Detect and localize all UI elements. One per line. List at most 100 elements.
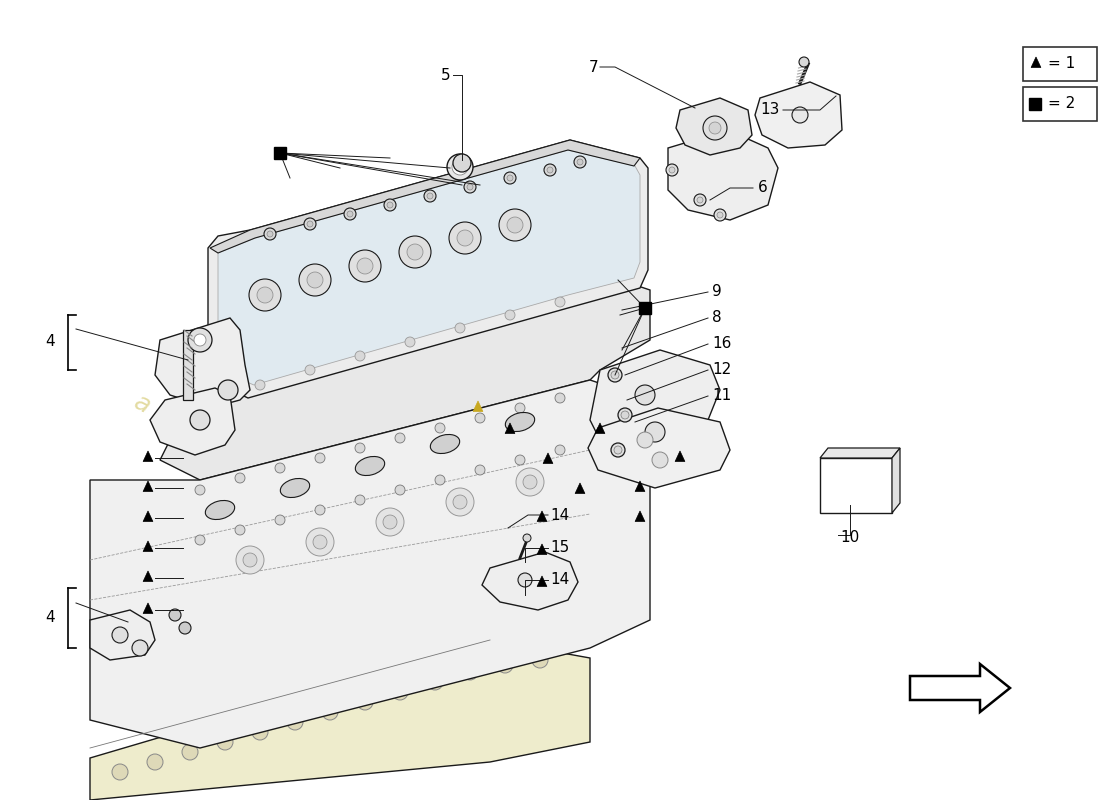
- Polygon shape: [676, 98, 752, 155]
- Text: eurocarparts: eurocarparts: [220, 323, 564, 537]
- Polygon shape: [588, 408, 730, 488]
- Circle shape: [475, 465, 485, 475]
- Circle shape: [652, 452, 668, 468]
- Circle shape: [304, 218, 316, 230]
- Circle shape: [427, 674, 443, 690]
- Circle shape: [275, 515, 285, 525]
- Polygon shape: [143, 603, 153, 614]
- Circle shape: [434, 475, 446, 485]
- Circle shape: [407, 244, 424, 260]
- Circle shape: [792, 107, 808, 123]
- Polygon shape: [210, 140, 640, 253]
- Polygon shape: [537, 576, 547, 586]
- Circle shape: [314, 535, 327, 549]
- Circle shape: [574, 156, 586, 168]
- Polygon shape: [575, 483, 585, 494]
- Circle shape: [507, 217, 522, 233]
- Polygon shape: [155, 318, 250, 408]
- Polygon shape: [595, 423, 605, 434]
- Circle shape: [547, 167, 553, 173]
- Circle shape: [194, 334, 206, 346]
- Circle shape: [610, 443, 625, 457]
- Polygon shape: [143, 571, 153, 582]
- Bar: [274, 147, 286, 159]
- Circle shape: [464, 181, 476, 193]
- Polygon shape: [143, 541, 153, 551]
- Circle shape: [518, 573, 532, 587]
- Circle shape: [112, 764, 128, 780]
- Circle shape: [383, 515, 397, 529]
- Polygon shape: [218, 150, 640, 385]
- Circle shape: [252, 724, 268, 740]
- Polygon shape: [90, 610, 155, 660]
- Ellipse shape: [280, 478, 310, 498]
- Circle shape: [249, 279, 280, 311]
- Circle shape: [714, 209, 726, 221]
- Text: 11: 11: [712, 389, 732, 403]
- Circle shape: [499, 209, 531, 241]
- Circle shape: [515, 403, 525, 413]
- Polygon shape: [143, 451, 153, 462]
- Circle shape: [306, 528, 334, 556]
- Polygon shape: [537, 544, 547, 554]
- Circle shape: [399, 236, 431, 268]
- Polygon shape: [482, 552, 578, 610]
- Polygon shape: [208, 140, 648, 398]
- Circle shape: [427, 193, 433, 199]
- Text: 9: 9: [712, 285, 722, 299]
- Circle shape: [195, 535, 205, 545]
- Text: 5: 5: [440, 67, 450, 82]
- Circle shape: [267, 231, 273, 237]
- Circle shape: [449, 222, 481, 254]
- Polygon shape: [635, 511, 645, 522]
- Circle shape: [614, 446, 622, 454]
- Circle shape: [376, 508, 404, 536]
- Text: 15: 15: [550, 541, 570, 555]
- Circle shape: [307, 272, 323, 288]
- Circle shape: [453, 154, 471, 172]
- Circle shape: [447, 154, 473, 180]
- Polygon shape: [150, 388, 235, 455]
- Circle shape: [666, 164, 678, 176]
- Text: 8: 8: [712, 310, 722, 326]
- Polygon shape: [143, 511, 153, 522]
- Ellipse shape: [206, 501, 234, 519]
- Circle shape: [505, 310, 515, 320]
- Circle shape: [703, 116, 727, 140]
- Circle shape: [287, 714, 303, 730]
- Text: 14: 14: [550, 573, 570, 587]
- FancyBboxPatch shape: [1023, 47, 1097, 81]
- Text: 13: 13: [760, 102, 780, 118]
- Circle shape: [179, 622, 191, 634]
- Circle shape: [387, 202, 393, 208]
- Polygon shape: [635, 481, 645, 491]
- Text: = 1: = 1: [1048, 57, 1076, 71]
- Circle shape: [475, 413, 485, 423]
- Circle shape: [305, 365, 315, 375]
- Circle shape: [344, 208, 356, 220]
- Circle shape: [112, 627, 128, 643]
- Circle shape: [275, 463, 285, 473]
- Circle shape: [610, 371, 619, 379]
- Circle shape: [315, 453, 324, 463]
- Polygon shape: [505, 423, 515, 434]
- Circle shape: [355, 443, 365, 453]
- Polygon shape: [1031, 57, 1041, 67]
- Text: = 2: = 2: [1048, 97, 1076, 111]
- FancyBboxPatch shape: [1023, 87, 1097, 121]
- Circle shape: [522, 475, 537, 489]
- Ellipse shape: [505, 413, 535, 431]
- Polygon shape: [537, 511, 547, 522]
- Circle shape: [147, 754, 163, 770]
- Circle shape: [188, 328, 212, 352]
- Text: a part of LKQ parts since 1985: a part of LKQ parts since 1985: [130, 390, 477, 590]
- Circle shape: [315, 505, 324, 515]
- Circle shape: [346, 211, 353, 217]
- Circle shape: [217, 734, 233, 750]
- Circle shape: [255, 380, 265, 390]
- Circle shape: [195, 485, 205, 495]
- Ellipse shape: [430, 434, 460, 454]
- Text: 7: 7: [588, 59, 598, 74]
- Circle shape: [717, 212, 723, 218]
- Circle shape: [358, 258, 373, 274]
